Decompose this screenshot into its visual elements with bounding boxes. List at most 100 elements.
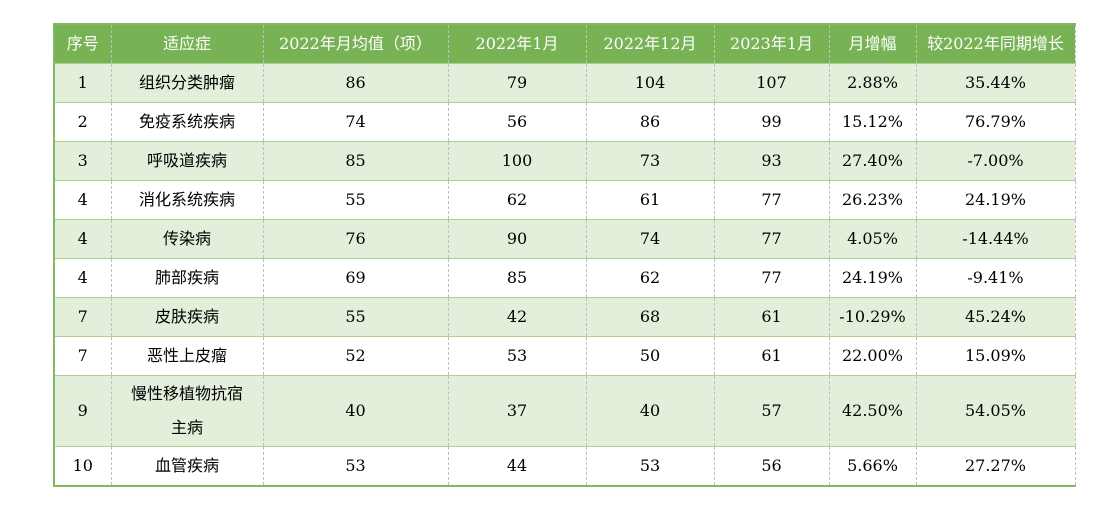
cell-text: 76.79%	[964, 112, 1026, 131]
cell-text: -10.29%	[839, 307, 906, 326]
table-cell-jan2022: 62	[447, 180, 586, 220]
cell-text: 56	[506, 112, 528, 131]
cell-text: 62	[639, 268, 661, 287]
table-cell-jan2022: 85	[447, 258, 586, 298]
table-cell-dec2022: 68	[585, 297, 714, 337]
table-cell-yoy: 35.44%	[915, 63, 1076, 103]
cell-text: 61	[761, 307, 782, 326]
cell-text: 79	[506, 73, 528, 92]
header-cell-mom: 月增幅	[828, 24, 916, 64]
table-cell-yoy: 27.27%	[915, 446, 1076, 486]
cell-text: 55	[345, 190, 366, 209]
table-cell-yoy: 54.05%	[915, 375, 1076, 447]
table-cell-indication: 肺部疾病	[110, 258, 263, 298]
table-cell-jan2022: 53	[447, 336, 586, 376]
table-row: 2 免疫系统疾病 74 56 86 99 15.12% 76.79%	[54, 102, 1076, 142]
cell-text: 68	[639, 307, 661, 326]
cell-text: 55	[345, 307, 366, 326]
table-cell-avg2022: 74	[262, 102, 448, 142]
table-cell-dec2022: 74	[585, 219, 714, 259]
table-cell-jan2023: 77	[713, 258, 829, 298]
cell-text: 慢性移植物抗宿主病	[130, 384, 243, 437]
cell-text: 24.19%	[841, 268, 903, 287]
table-cell-dec2022: 62	[585, 258, 714, 298]
cell-text: 5.66%	[847, 456, 898, 475]
cell-text: 42.50%	[841, 401, 903, 420]
table-cell-dec2022: 104	[585, 63, 714, 103]
header-cell-jan2023: 2023年1月	[713, 24, 829, 64]
cell-text: 24.19%	[964, 190, 1026, 209]
table-cell-indication: 组织分类肿瘤	[110, 63, 263, 103]
table-cell-yoy: 15.09%	[915, 336, 1076, 376]
table-cell-dec2022: 53	[585, 446, 714, 486]
table-cell-yoy: -14.44%	[915, 219, 1076, 259]
table-cell-mom: 42.50%	[828, 375, 916, 447]
table-cell-mom: 4.05%	[828, 219, 916, 259]
table-row: 4 肺部疾病 69 85 62 77 24.19% -9.41%	[54, 258, 1076, 298]
table-cell-mom: 24.19%	[828, 258, 916, 298]
table-cell-yoy: 76.79%	[915, 102, 1076, 142]
table-cell-rank: 3	[54, 141, 111, 181]
table-cell-rank: 4	[54, 219, 111, 259]
table-cell-jan2023: 61	[713, 297, 829, 337]
table-cell-rank: 4	[54, 258, 111, 298]
cell-text: 4.05%	[847, 229, 898, 248]
table-cell-jan2023: 93	[713, 141, 829, 181]
table-cell-rank: 4	[54, 180, 111, 220]
cell-text: 37	[506, 401, 528, 420]
cell-text: -7.00%	[967, 151, 1024, 170]
cell-text: 61	[761, 346, 782, 365]
table-row: 4 消化系统疾病 55 62 61 77 26.23% 24.19%	[54, 180, 1076, 220]
table-cell-jan2022: 37	[447, 375, 586, 447]
cell-text: 73	[639, 151, 661, 170]
cell-text: -14.44%	[962, 229, 1029, 248]
cell-text: 15.09%	[964, 346, 1026, 365]
cell-text: 62	[506, 190, 528, 209]
table-cell-avg2022: 76	[262, 219, 448, 259]
table-cell-avg2022: 52	[262, 336, 448, 376]
table-cell-avg2022: 40	[262, 375, 448, 447]
table-cell-jan2023: 57	[713, 375, 829, 447]
table-cell-avg2022: 86	[262, 63, 448, 103]
cell-text: 76	[345, 229, 366, 248]
cell-text: 100	[501, 151, 533, 170]
cell-text: 104	[634, 73, 666, 92]
cell-text: 消化系统疾病	[138, 190, 235, 209]
cell-text: 45.24%	[964, 307, 1026, 326]
cell-text: 2	[77, 112, 88, 131]
cell-text: 93	[761, 151, 782, 170]
table-cell-dec2022: 40	[585, 375, 714, 447]
cell-text: 35.44%	[964, 73, 1026, 92]
table-cell-jan2022: 90	[447, 219, 586, 259]
cell-text: 86	[345, 73, 366, 92]
table-cell-indication: 免疫系统疾病	[110, 102, 263, 142]
cell-text: 85	[506, 268, 528, 287]
cell-text: 4	[77, 190, 88, 209]
table-cell-indication: 恶性上皮瘤	[110, 336, 263, 376]
cell-text: 9	[77, 401, 88, 420]
table-cell-dec2022: 50	[585, 336, 714, 376]
cell-text: 74	[345, 112, 366, 131]
cell-text: 40	[345, 401, 366, 420]
table-cell-avg2022: 69	[262, 258, 448, 298]
cell-text: 15.12%	[841, 112, 903, 131]
cell-text: 50	[639, 346, 661, 365]
table-cell-avg2022: 55	[262, 180, 448, 220]
header-cell-rank: 序号	[54, 24, 111, 64]
table-row: 9 慢性移植物抗宿主病 40 37 40 57 42.50% 54.05%	[54, 375, 1076, 447]
table-cell-yoy: -7.00%	[915, 141, 1076, 181]
table-cell-indication: 慢性移植物抗宿主病	[110, 375, 263, 447]
cell-text: 107	[756, 73, 787, 92]
table-cell-rank: 2	[54, 102, 111, 142]
cell-text: 22.00%	[841, 346, 903, 365]
table-cell-jan2022: 44	[447, 446, 586, 486]
table-cell-avg2022: 53	[262, 446, 448, 486]
cell-text: 27.40%	[841, 151, 903, 170]
table-cell-jan2023: 77	[713, 219, 829, 259]
cell-text: 77	[761, 229, 782, 248]
cell-text: 7	[77, 346, 88, 365]
table-cell-indication: 传染病	[110, 219, 263, 259]
table-cell-dec2022: 86	[585, 102, 714, 142]
table-cell-indication: 皮肤疾病	[110, 297, 263, 337]
table-cell-mom: 27.40%	[828, 141, 916, 181]
